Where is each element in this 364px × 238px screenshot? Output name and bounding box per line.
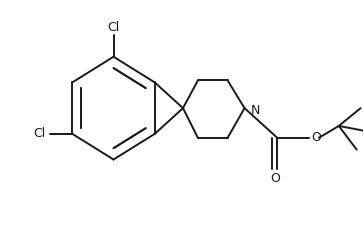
Text: O: O [311,131,321,144]
Text: N: N [250,104,260,117]
Text: O: O [270,172,280,185]
Text: Cl: Cl [33,127,46,140]
Text: Cl: Cl [107,20,120,34]
